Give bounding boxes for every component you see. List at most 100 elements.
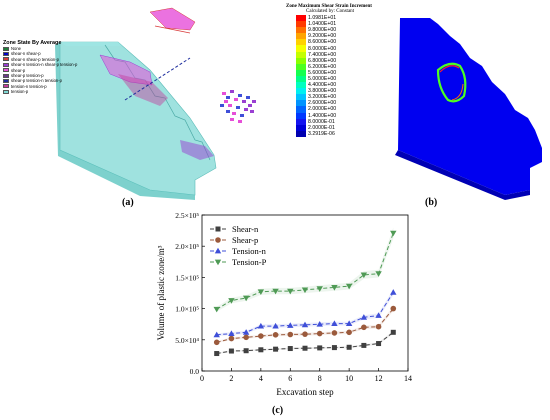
scale-entry: 8.6000E+00 — [296, 39, 396, 46]
panel-c-label: (c) — [272, 405, 284, 416]
scale-swatch — [296, 21, 306, 28]
data-point — [302, 345, 308, 351]
data-point — [376, 341, 382, 347]
data-point — [287, 331, 294, 338]
y-tick-label: 2.5×10⁵ — [175, 211, 199, 220]
scale-value-label: 3.8000E+00 — [308, 88, 337, 95]
panel-a-legend-item: tension-p — [3, 89, 77, 94]
panel-a-legend-item: tension-n tension-p — [3, 84, 77, 89]
scale-swatch — [296, 118, 306, 125]
panel-a-legend-title: Zone State By Average — [3, 40, 62, 46]
panel-a-legend-item-label: shear-p tension-n tension-p — [11, 78, 62, 84]
data-point — [214, 351, 220, 357]
scale-swatch — [296, 51, 306, 58]
data-point — [390, 329, 396, 335]
data-point — [258, 347, 264, 353]
scatter-zone-cell — [234, 98, 238, 101]
scale-swatch — [296, 57, 306, 64]
data-point — [316, 321, 323, 327]
data-point — [242, 295, 250, 302]
slip-line — [124, 57, 191, 101]
legend-swatch — [3, 46, 9, 51]
scale-value-label: 7.4000E+00 — [308, 51, 337, 58]
scatter-zone-cell — [228, 104, 232, 107]
data-point — [390, 305, 397, 312]
scale-value-label: 9.8000E+00 — [308, 27, 337, 34]
x-tick-label: 10 — [345, 374, 353, 383]
scale-entry: 2.0000E+00 — [296, 106, 396, 113]
data-point — [228, 335, 235, 342]
scale-swatch — [296, 75, 306, 83]
panel-a-legend-item: shear-n tension-n shear-p tension-p — [3, 62, 77, 67]
x-tick-label: 12 — [375, 374, 383, 383]
detached-block-top-edge — [154, 25, 191, 34]
data-point — [331, 320, 338, 326]
data-point — [360, 272, 368, 279]
panel-a-legend-item: shear-p — [3, 68, 77, 73]
data-point — [228, 330, 235, 336]
scale-value-label: 3.2919E-06 — [308, 130, 335, 137]
scatter-zone-cell — [222, 92, 226, 95]
plot-frame — [201, 214, 409, 372]
panel-b-legend: Zone Maximum Shear Strain Increment Calc… — [286, 4, 396, 137]
data-point — [360, 314, 368, 320]
scatter-zone-cell — [240, 114, 244, 117]
scale-swatch — [296, 63, 306, 70]
panel-a-legend-item: shear-p tension-p — [3, 73, 77, 78]
legend-label: Tension-n — [232, 246, 267, 256]
data-point — [228, 298, 235, 304]
scale-entry: 9.8000E+00 — [296, 27, 396, 34]
data-point — [302, 331, 308, 337]
legend-marker — [215, 226, 221, 232]
data-point — [272, 322, 279, 329]
scale-swatch — [296, 69, 306, 76]
panel-a: Zone State By Average None shear-n shear-… — [0, 0, 270, 210]
shear-band-peak — [439, 65, 460, 73]
x-tick-label: 8 — [318, 374, 322, 383]
scale-swatch — [296, 82, 306, 89]
data-point — [345, 320, 353, 326]
scale-entry: 8.0000E-01 — [296, 118, 396, 125]
data-point — [287, 322, 294, 328]
scale-swatch — [296, 27, 306, 34]
data-point — [258, 333, 264, 339]
scale-swatch — [296, 88, 306, 95]
panel-a-legend-item-label: shear-n shear-p tension-p — [11, 56, 59, 62]
panel-b-label: (b) — [425, 197, 438, 208]
plastic-zone-chart: 0 2 4 6 8 10 12 14 0.0 5.0×10⁴ 1.0×10⁵ 1.5×10⁵ 2.0×1… — [156, 211, 412, 397]
legend-marker — [214, 259, 222, 266]
scale-swatch — [296, 130, 306, 137]
data-point — [390, 289, 397, 295]
scale-value-label: 3.2000E+00 — [308, 94, 337, 101]
scale-value-label: 9.2000E+00 — [308, 33, 337, 40]
panel-b-legend-subtitle: Calculated by: Constant — [306, 9, 355, 14]
series-shear-n — [214, 329, 396, 357]
y-tick-label: 2.0×10⁵ — [175, 242, 199, 251]
shear-band-lower — [451, 83, 464, 101]
panel-a-legend-item-label: shear-p tension-p — [11, 72, 44, 78]
scatter-zone-cell — [242, 100, 246, 103]
legend-swatch — [3, 52, 9, 57]
scattered-zone-cluster — [220, 90, 256, 123]
panel-a-legend: Zone State By Average None shear-n shear-… — [3, 40, 77, 95]
y-tick-label: 5.0×10⁴ — [175, 336, 199, 345]
panel-a-legend-item: None — [3, 46, 77, 51]
scale-entry: 1.4000E+00 — [296, 112, 396, 119]
legend-marker — [214, 247, 222, 254]
slope-front-face — [59, 41, 217, 196]
data-point — [242, 329, 250, 335]
legend-swatch — [3, 68, 9, 73]
legend-swatch — [3, 89, 9, 94]
scale-value-label: 6.8000E+00 — [308, 57, 337, 64]
data-point — [213, 339, 220, 346]
scale-entry: 9.2000E+00 — [296, 33, 396, 40]
scale-swatch — [296, 94, 306, 101]
y-axis-label: Volume of plastic zone/m³ — [156, 245, 166, 340]
scatter-zone-cell — [238, 94, 242, 97]
data-point — [331, 284, 338, 291]
scale-value-label: 4.4000E+00 — [308, 82, 337, 89]
legend-swatch — [3, 79, 9, 84]
panel-b-shear-strain-model — [395, 18, 542, 200]
scatter-zone-cell — [226, 110, 230, 113]
data-point — [316, 330, 323, 337]
